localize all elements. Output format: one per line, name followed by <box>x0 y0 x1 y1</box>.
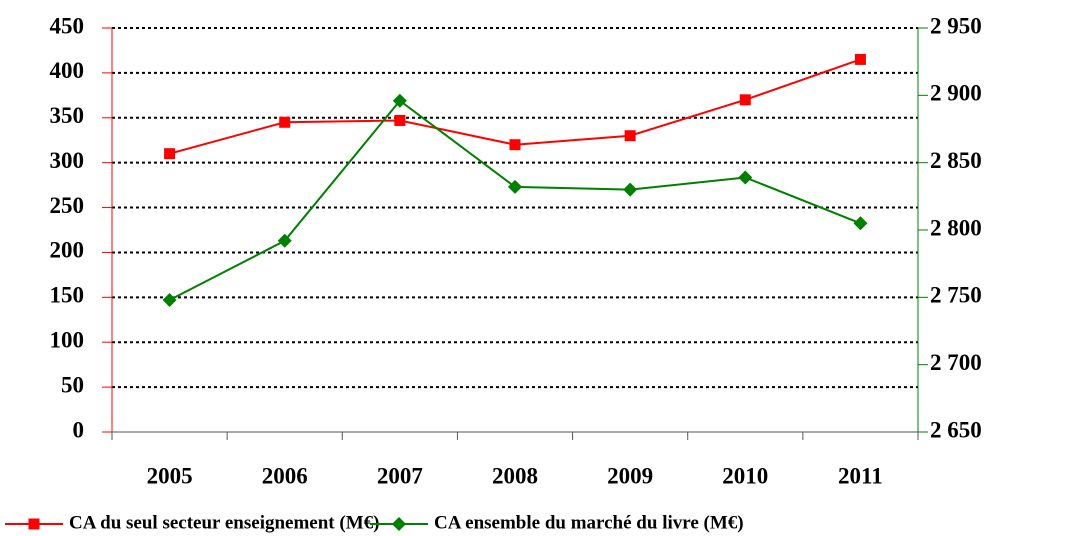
point <box>392 93 407 108</box>
y-tick-label: 150 <box>50 283 85 308</box>
point <box>623 182 638 197</box>
y2-tick-label: 2 700 <box>930 350 982 375</box>
y-tick-label: 200 <box>50 238 85 263</box>
y2-tick-label: 2 900 <box>930 81 982 106</box>
y-tick-label: 50 <box>61 372 84 397</box>
point <box>853 216 868 231</box>
y2-tick-label: 2 800 <box>930 215 982 240</box>
y2-tick-label: 2 650 <box>930 417 982 442</box>
x-tick-label: 2007 <box>377 463 423 488</box>
legend-marker <box>28 518 40 530</box>
y2-tick-label: 2 950 <box>930 13 982 38</box>
point <box>509 139 521 151</box>
point <box>164 148 176 160</box>
x-tick-label: 2010 <box>722 463 768 488</box>
y2-tick-label: 2 750 <box>930 283 982 308</box>
point <box>854 53 866 65</box>
y-tick-label: 450 <box>50 13 85 38</box>
point <box>162 293 177 308</box>
point <box>738 170 753 185</box>
x-tick-label: 2011 <box>838 463 883 488</box>
y-tick-label: 350 <box>50 103 85 128</box>
point <box>279 116 291 128</box>
y-tick-label: 100 <box>50 328 85 353</box>
x-tick-label: 2006 <box>262 463 308 488</box>
x-tick-label: 2008 <box>492 463 538 488</box>
x-tick-label: 2009 <box>607 463 653 488</box>
x-tick-label: 2005 <box>147 463 193 488</box>
series-line <box>169 99 861 301</box>
legend-marker <box>392 517 406 531</box>
y2-tick-label: 2 850 <box>930 148 982 173</box>
point <box>624 130 636 142</box>
point <box>277 233 292 248</box>
point <box>508 179 522 194</box>
y-tick-label: 300 <box>50 148 85 173</box>
point <box>739 94 751 106</box>
y-tick-label: 400 <box>50 58 85 83</box>
y-tick-label: 0 <box>73 417 85 442</box>
y-tick-label: 250 <box>50 193 85 218</box>
point <box>394 114 406 126</box>
legend-label: CA ensemble du marché du livre (M€) <box>434 512 744 533</box>
legend-label: CA du seul secteur enseignement (M€) <box>69 512 379 533</box>
